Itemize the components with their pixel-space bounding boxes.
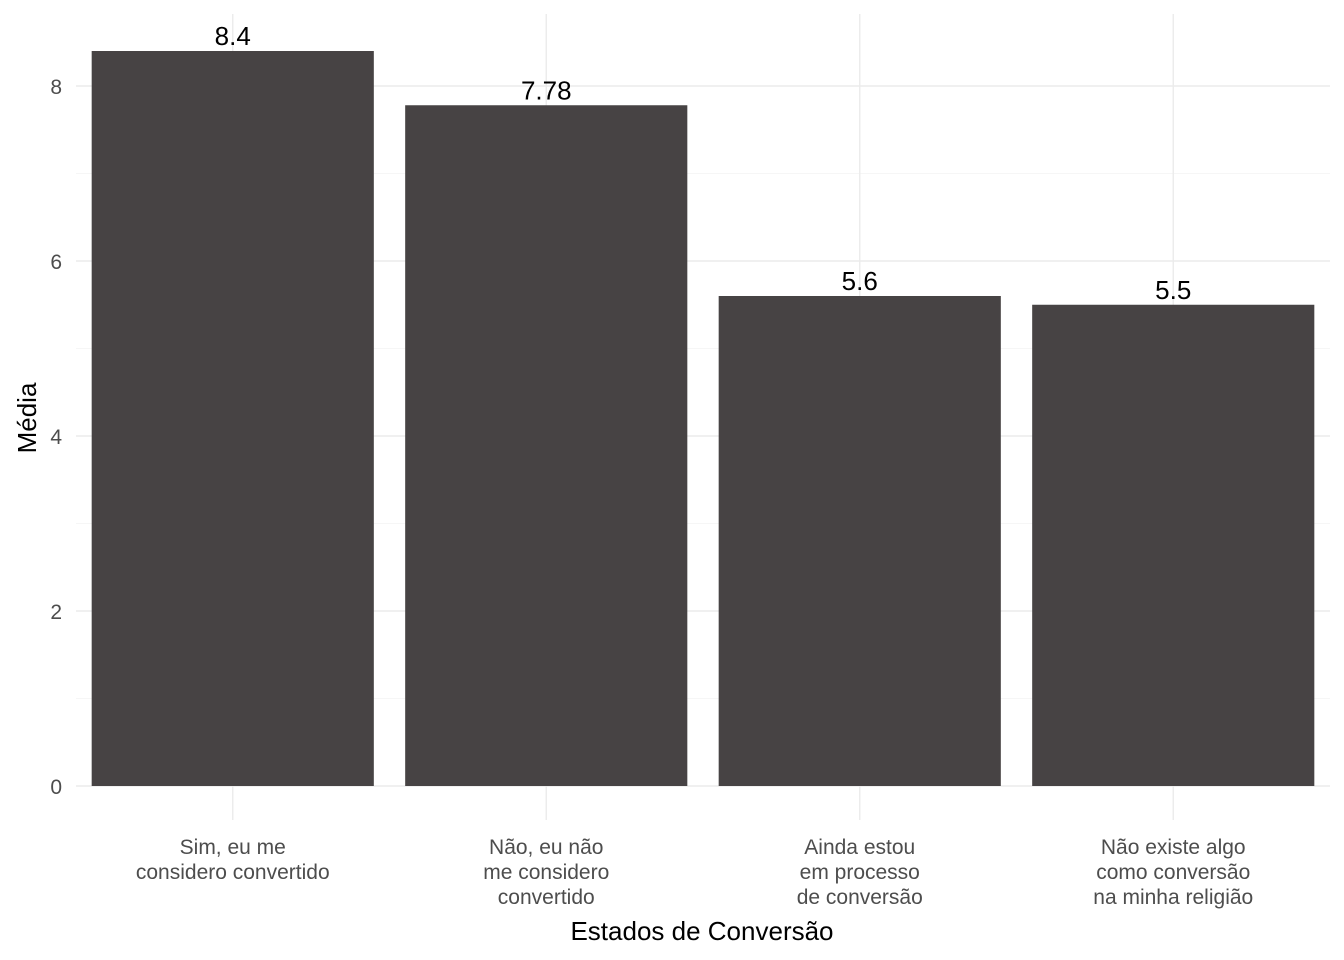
bar xyxy=(405,105,688,786)
bar-value-label: 7.78 xyxy=(521,75,572,105)
y-tick-label: 2 xyxy=(50,601,62,624)
x-tick-label-line: de conversão xyxy=(797,886,923,909)
x-axis-title: Estados de Conversão xyxy=(570,916,833,946)
bar-value-label: 8.4 xyxy=(215,21,251,51)
y-tick-label: 8 xyxy=(50,76,62,99)
y-axis-ticks: 0 2 4 6 8 xyxy=(50,76,62,799)
x-tick-label-line: Não existe algo xyxy=(1101,836,1246,859)
bar-value-label: 5.6 xyxy=(842,266,878,296)
bar-value-label: 5.5 xyxy=(1155,275,1191,305)
x-tick-label-line: Ainda estou xyxy=(804,836,915,859)
bar xyxy=(1032,304,1315,786)
y-axis-title: Média xyxy=(12,382,42,453)
x-tick-label: Não existe algo como conversão na minha re… xyxy=(1093,836,1253,909)
bars xyxy=(91,51,1315,786)
x-tick-label-line: na minha religião xyxy=(1093,886,1253,909)
x-tick-label-line: convertido xyxy=(498,886,595,909)
data-labels: 8.4 7.78 5.6 5.5 xyxy=(215,21,1192,305)
x-tick-label: Não, eu não me considero convertido xyxy=(483,836,609,909)
y-tick-label: 4 xyxy=(50,426,62,449)
x-tick-label-line: como conversão xyxy=(1096,861,1250,884)
x-tick-label: Ainda estou em processo de conversão xyxy=(797,836,923,909)
x-tick-label-line: Sim, eu me xyxy=(180,836,286,859)
x-tick-label-line: Não, eu não xyxy=(489,836,603,859)
bar xyxy=(91,51,374,786)
y-tick-label: 6 xyxy=(50,251,62,274)
x-tick-label-line: em processo xyxy=(800,861,920,884)
x-axis-ticks: Sim, eu me considero convertido Não, eu nã… xyxy=(136,836,1253,909)
x-tick-label-line: considero convertido xyxy=(136,861,330,884)
bar xyxy=(718,296,1001,786)
x-tick-label-line: me considero xyxy=(483,861,609,884)
x-tick-label: Sim, eu me considero convertido xyxy=(136,836,330,884)
y-tick-label: 0 xyxy=(50,776,62,799)
